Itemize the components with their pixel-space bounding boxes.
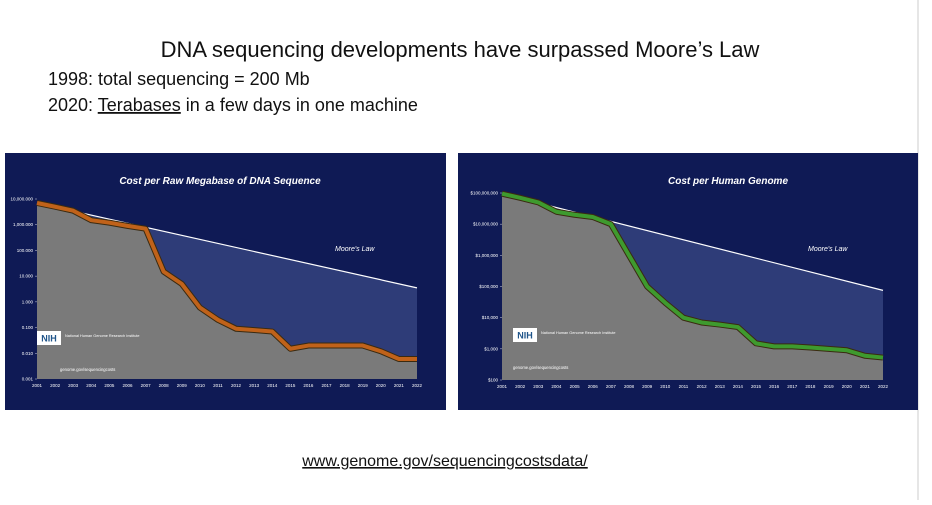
source-url[interactable]: www.genome.gov/sequencingcostsdata/ (301, 453, 588, 470)
cost-area (502, 193, 883, 380)
x-tick-label: 2002 (515, 384, 526, 389)
y-tick-label: 10,000.000 (10, 197, 33, 202)
chart-title: Cost per Raw Megabase of DNA Sequence (119, 176, 321, 187)
logo-text: National Human Genome Research Institute (541, 331, 616, 335)
y-tick-label: 0.001 (22, 377, 34, 382)
x-tick-label: 2013 (715, 384, 726, 389)
x-tick-label: 2018 (340, 383, 351, 388)
logo-box (37, 331, 61, 345)
cost-area (37, 202, 417, 379)
x-tick-label: 2005 (104, 383, 115, 388)
x-tick-label: 2003 (68, 383, 79, 388)
chart-title: Cost per Human Genome (668, 176, 788, 187)
x-tick-label: 2022 (878, 384, 889, 389)
x-tick-label: 2015 (751, 384, 762, 389)
text-span: in a few days in one machine (181, 95, 418, 115)
x-tick-label: 2009 (177, 383, 188, 388)
x-tick-label: 2001 (32, 383, 43, 388)
x-tick-label: 2014 (733, 384, 744, 389)
y-tick-label: $100,000,000 (470, 191, 498, 196)
slide-title: DNA sequencing developments have surpass… (161, 37, 760, 62)
moore-line (36, 202, 418, 289)
x-tick-label: 2017 (322, 383, 333, 388)
logo: NIH (517, 331, 533, 341)
x-tick-label: 2004 (551, 384, 562, 389)
slide-line: 1998: total sequencing = 200 Mb (48, 69, 310, 89)
x-tick-label: 2020 (842, 384, 853, 389)
y-tick-label: $10,000,000 (473, 222, 499, 227)
x-tick-label: 2021 (860, 384, 871, 389)
x-tick-label: 2006 (122, 383, 133, 388)
cost-line (501, 191, 884, 360)
x-tick-label: 2008 (159, 383, 170, 388)
cost-line (36, 201, 417, 361)
x-tick-label: 2022 (412, 383, 423, 388)
x-tick-label: 2019 (358, 383, 369, 388)
x-tick-label: 2020 (376, 383, 387, 388)
x-tick-label: 2013 (249, 383, 260, 388)
chart: Cost per Raw Megabase of DNA Sequence 10,… (5, 153, 446, 410)
logo-text: National Human Genome Research Institute (65, 334, 140, 338)
x-tick-label: 2008 (624, 384, 635, 389)
x-tick-label: 2021 (394, 383, 405, 388)
y-tick-label: $1,000 (484, 346, 498, 351)
x-tick-label: 2019 (824, 384, 835, 389)
y-tick-label: 10.000 (19, 274, 33, 279)
x-tick-label: 2016 (769, 384, 780, 389)
x-tick-label: 2006 (588, 384, 599, 389)
x-tick-label: 2011 (213, 383, 223, 388)
x-tick-label: 2002 (50, 383, 61, 388)
y-tick-label: $100 (488, 378, 499, 383)
y-tick-label: 1.000 (22, 299, 34, 304)
x-tick-label: 2014 (267, 383, 278, 388)
source: genome.gov/sequencingcosts (513, 365, 568, 370)
y-tick-label: 100.000 (17, 248, 34, 253)
logo: NIH (41, 334, 57, 344)
text-span: Terabases (98, 95, 181, 115)
y-tick-label: 1,000.000 (13, 222, 34, 227)
y-tick-label: $100,000 (479, 284, 498, 289)
x-tick-label: 2004 (86, 383, 97, 388)
y-tick-label: 0.010 (22, 351, 34, 356)
source: genome.gov/sequencingcosts (60, 367, 115, 372)
x-tick-label: 2007 (141, 383, 152, 388)
y-tick-label: $10,000 (482, 315, 499, 320)
x-tick-label: 2007 (606, 384, 617, 389)
text-span: 2020: (48, 95, 98, 115)
x-tick-label: 2009 (642, 384, 653, 389)
x-tick-label: 2010 (660, 384, 671, 389)
y-tick-label: $1,000,000 (475, 253, 498, 258)
x-tick-label: 2015 (285, 383, 296, 388)
x-tick-label: 2016 (303, 383, 314, 388)
annotation: Moore's Law (335, 246, 375, 253)
x-tick-label: 2001 (497, 384, 508, 389)
x-tick-label: 2017 (787, 384, 798, 389)
x-tick-label: 2011 (679, 384, 689, 389)
x-tick-label: 2005 (570, 384, 581, 389)
slide-line: 2020: Terabases in a few days in one mac… (48, 95, 418, 115)
moore-line (501, 193, 884, 291)
logo-box (513, 328, 537, 342)
x-tick-label: 2010 (195, 383, 206, 388)
annotation: Moore's Law (808, 246, 848, 253)
x-tick-label: 2003 (533, 384, 544, 389)
chart: Cost per Human Genome $100,000,000 $10,000… (458, 153, 918, 410)
x-tick-label: 2012 (231, 383, 242, 388)
x-tick-label: 2012 (697, 384, 708, 389)
y-tick-label: 0.100 (22, 325, 34, 330)
x-tick-label: 2018 (805, 384, 816, 389)
